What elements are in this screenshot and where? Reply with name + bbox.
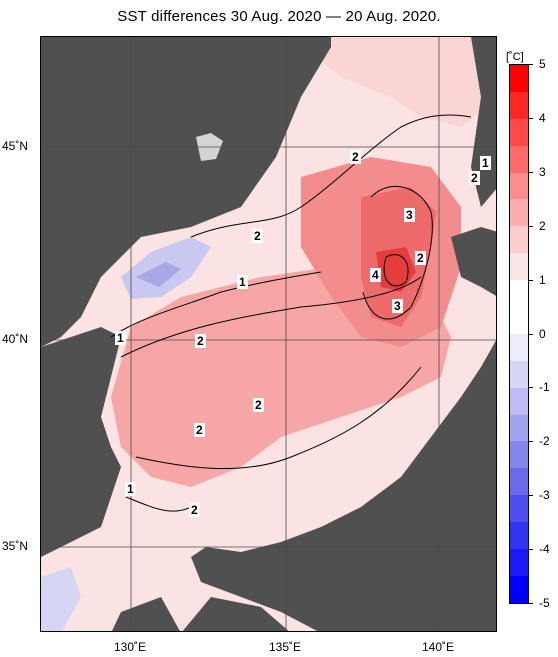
contour-label: 4: [370, 268, 381, 282]
lat-label: 45˚N: [2, 139, 29, 153]
colorbar-tick-label: -2: [539, 434, 550, 449]
contour-label: 1: [115, 331, 126, 345]
land-shikoku: [182, 597, 289, 631]
sea-cool-core: [136, 262, 181, 287]
colorbar-tick-mark: [529, 171, 533, 173]
colorbar-segment: [510, 65, 528, 92]
colorbar-tick-label: -3: [539, 488, 550, 503]
colorbar-tick-mark: [529, 117, 533, 119]
colorbar-tick-mark: [529, 64, 533, 65]
colorbar-segment: [510, 91, 528, 119]
colorbar-tick-mark: [529, 495, 533, 497]
colorbar-tick-mark: [529, 225, 533, 227]
colorbar-segment: [510, 549, 528, 576]
contour-label: 2: [350, 150, 361, 164]
colorbar-segment: [510, 387, 528, 415]
colorbar-segment: [510, 468, 528, 496]
contour-label: 2: [469, 171, 480, 185]
colorbar-tick-label: -1: [539, 380, 550, 395]
colorbar-segment: [510, 414, 528, 442]
colorbar-segment: [510, 333, 528, 361]
colorbar-unit: [˚C]: [506, 51, 524, 63]
colorbar-segment: [510, 495, 528, 523]
lon-label: 135˚E: [268, 640, 302, 654]
colorbar-segment: [510, 441, 528, 469]
lat-label: 35˚N: [2, 539, 29, 553]
contour-label: 2: [253, 398, 264, 412]
contour-label: 3: [404, 208, 415, 222]
land-mainland: [41, 37, 331, 347]
colorbar-tick-label: 4: [539, 110, 546, 125]
contour-label: 2: [415, 251, 426, 265]
colorbar-segment: [510, 199, 528, 227]
colorbar-tick-label: -4: [539, 542, 550, 557]
colorbar-segment: [510, 118, 528, 146]
colorbar-segment: [510, 360, 528, 388]
colorbar-segment: [510, 253, 528, 281]
colorbar: [509, 64, 529, 604]
colorbar-tick-label: 5: [539, 57, 546, 71]
contour-label: 2: [195, 334, 206, 348]
colorbar-tick-label: 0: [539, 326, 546, 341]
colorbar-tick-mark: [529, 387, 533, 389]
colorbar-tick-label: 3: [539, 164, 546, 179]
colorbar-segment: [510, 522, 528, 550]
lon-label: 140˚E: [421, 640, 455, 654]
land-kyushu: [111, 597, 180, 631]
colorbar-tick-mark: [529, 441, 533, 443]
land-korea: [41, 327, 121, 557]
colorbar-segment: [510, 575, 528, 603]
contour-label: 1: [480, 156, 491, 170]
colorbar-tick-mark: [529, 279, 533, 281]
land-honshu: [191, 340, 496, 631]
colorbar-segment: [510, 280, 528, 308]
contour-label: 2: [194, 423, 205, 437]
colorbar-segment: [510, 172, 528, 200]
contour-label: 2: [189, 503, 200, 517]
sst-difference-map: [40, 36, 497, 632]
colorbar-tick-mark: [529, 549, 533, 551]
sea-cool-southwest: [41, 567, 81, 631]
contour-lines: [110, 114, 472, 512]
lat-label: 40˚N: [2, 332, 29, 346]
contour-label: 3: [392, 299, 403, 313]
colorbar-segment: [510, 145, 528, 173]
colorbar-tick-mark: [529, 603, 533, 604]
contour-label: 1: [237, 275, 248, 289]
map-title: SST differences 30 Aug. 2020 — 20 Aug. 2…: [117, 8, 441, 25]
colorbar-tick-label: 2: [539, 218, 546, 233]
colorbar-segment: [510, 307, 528, 334]
contour-label: 1: [125, 482, 136, 496]
lon-label: 130˚E: [113, 640, 147, 654]
colorbar-segment: [510, 226, 528, 254]
colorbar-tick-mark: [529, 333, 533, 335]
sea-north-pale: [291, 37, 496, 127]
land-hokkaido: [451, 227, 496, 296]
colorbar-tick-label: -5: [539, 596, 550, 610]
contour-label: 2: [252, 229, 263, 243]
colorbar-tick-label: 1: [539, 272, 546, 287]
